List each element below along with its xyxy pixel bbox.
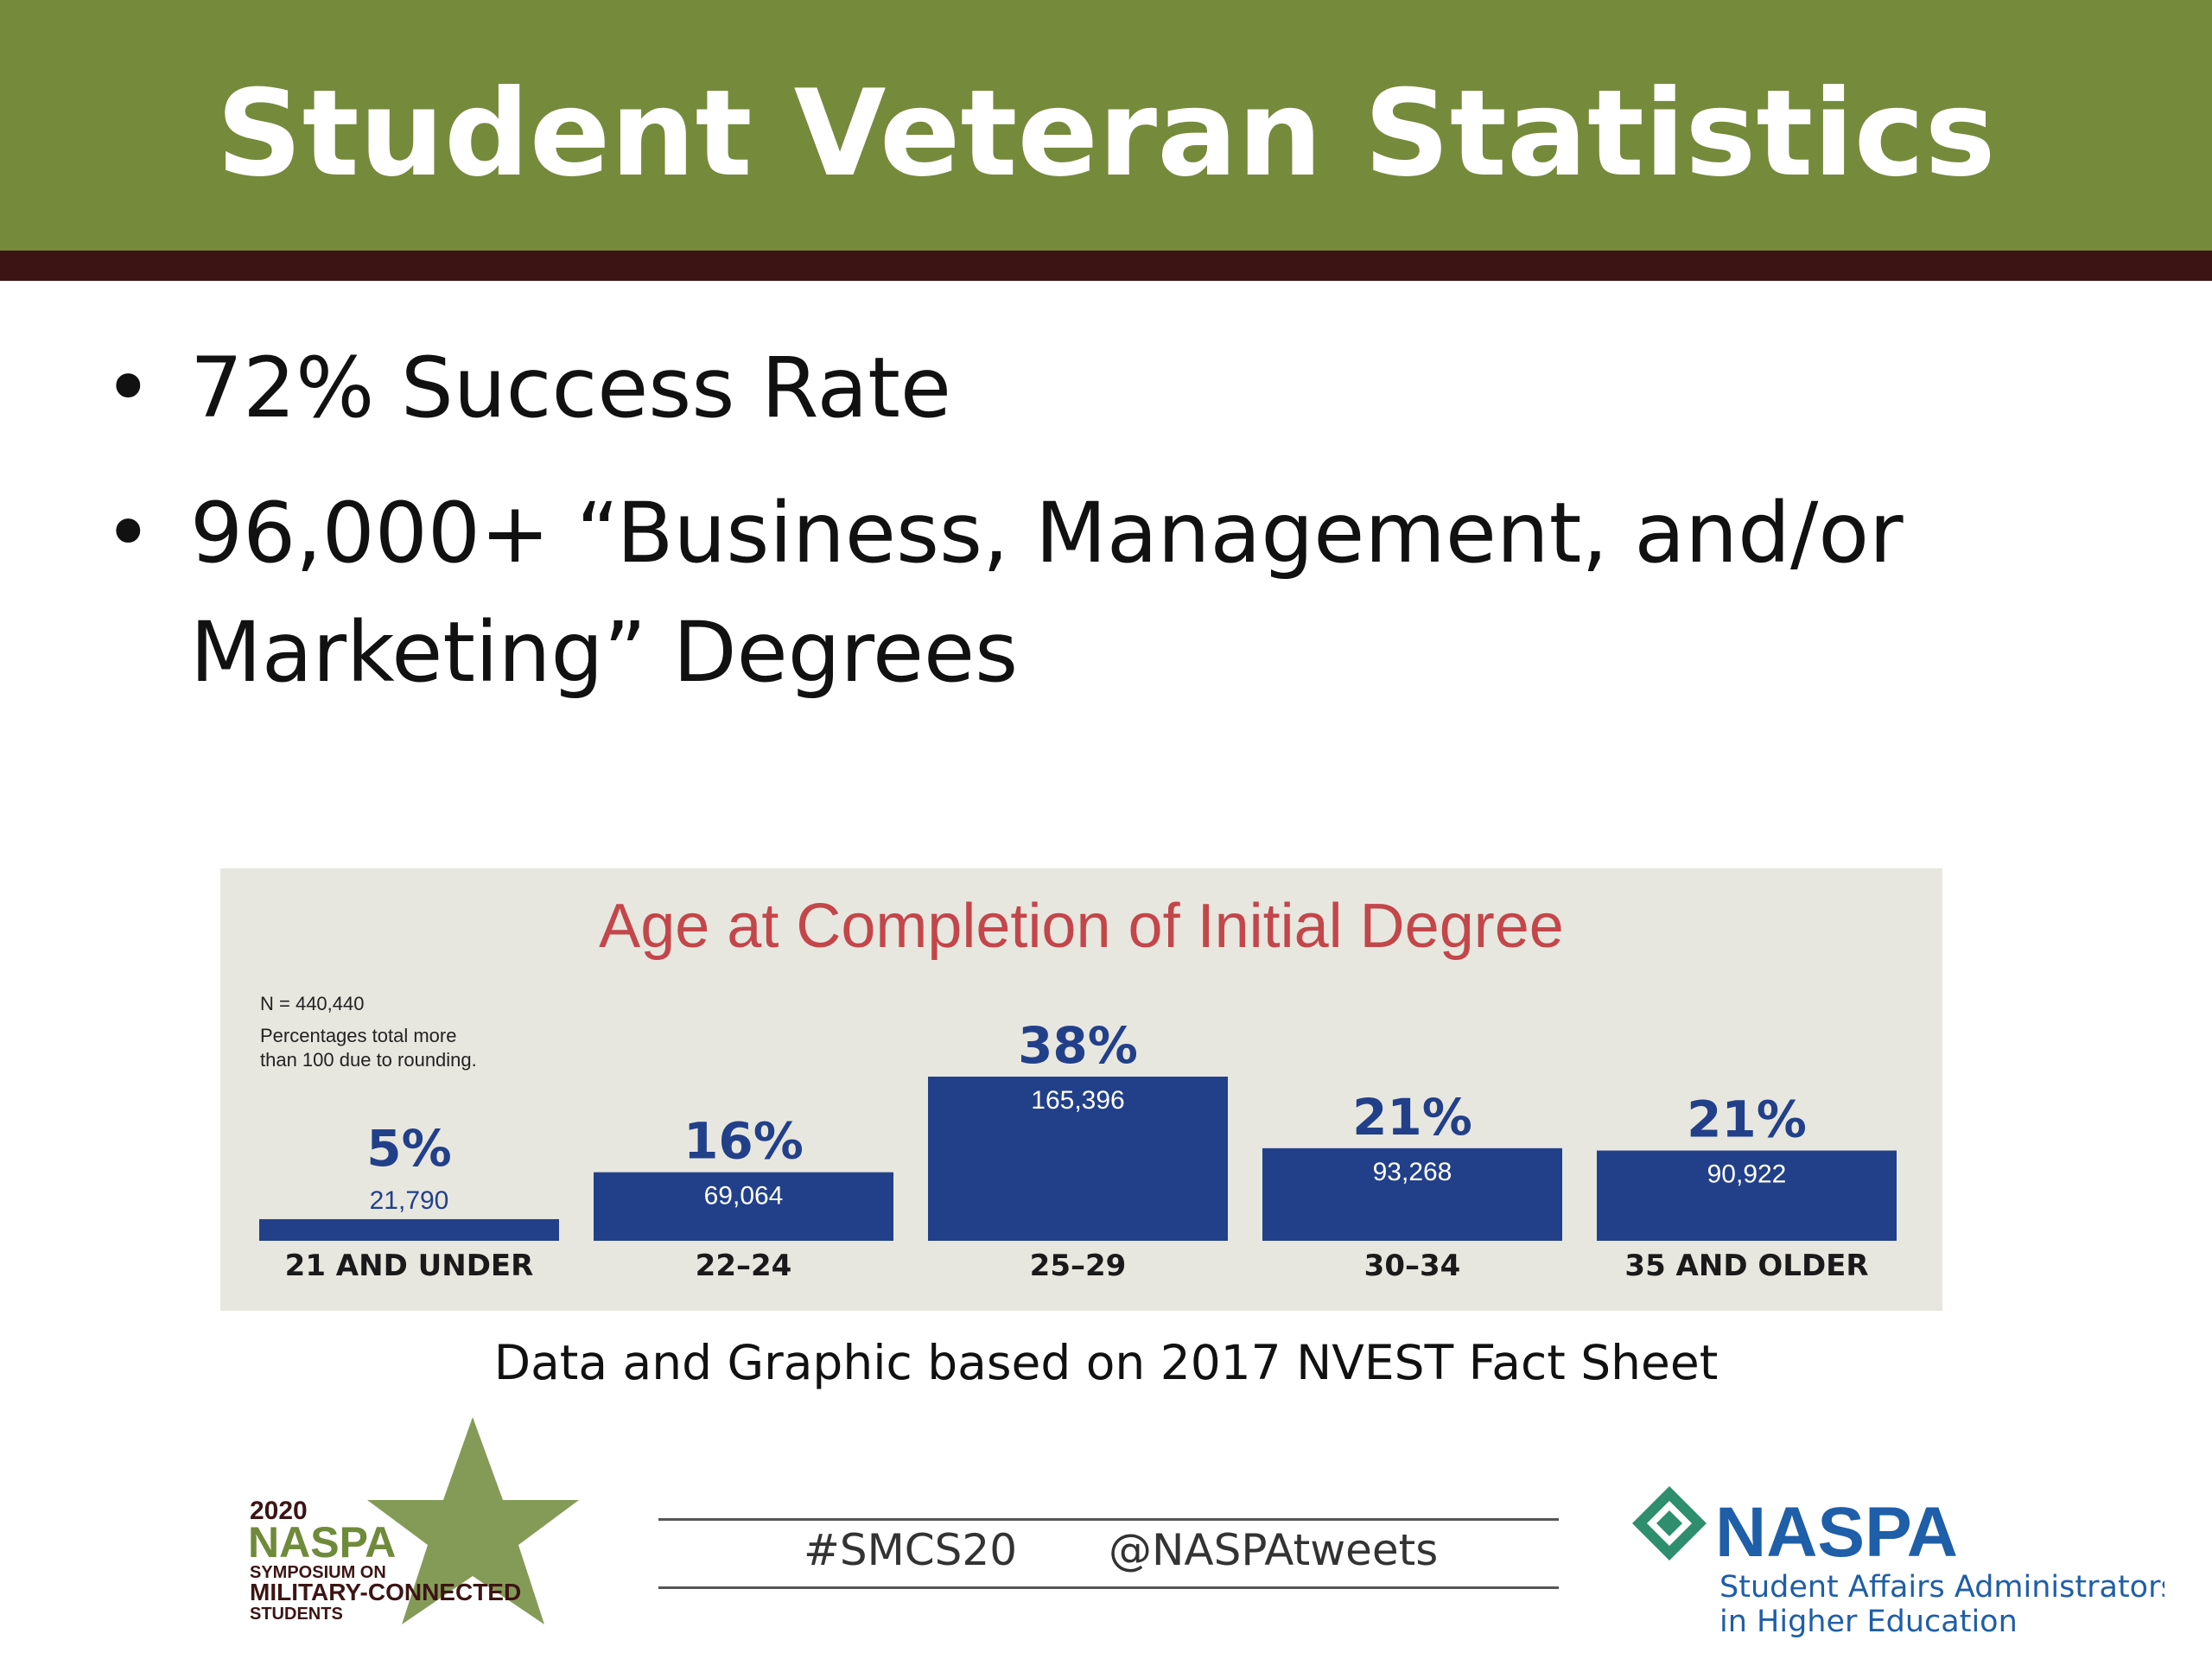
chart-caption: Data and Graphic based on 2017 NVEST Fac… xyxy=(493,1335,1719,1390)
bar xyxy=(928,1077,1228,1241)
footer-rule-bottom xyxy=(658,1586,1559,1589)
bullet-dot-icon: • xyxy=(104,485,153,582)
hashtag-text: #SMCS20 xyxy=(804,1525,1018,1575)
naspa-symposium-logo: 2020 NASPA SYMPOSIUM ON MILITARY-CONNECT… xyxy=(248,1417,579,1624)
category-label: 21 AND UNDER xyxy=(285,1249,534,1283)
category-label: 25–29 xyxy=(1030,1249,1127,1283)
category-label: 22–24 xyxy=(696,1249,792,1283)
chart-note-n: N = 440,440 xyxy=(260,993,365,1014)
header-stripe xyxy=(0,251,2212,281)
bar xyxy=(1597,1150,1897,1241)
category-label: 30–34 xyxy=(1364,1249,1461,1283)
naspa-diamond-icon xyxy=(1632,1486,1707,1560)
bar-count-label: 165,396 xyxy=(1031,1086,1124,1115)
bullet-text: 72% Success Rate xyxy=(190,340,951,436)
bar xyxy=(1262,1147,1562,1241)
bar-percent-label: 5% xyxy=(366,1119,451,1178)
logo-line2: MILITARY-CONNECTED xyxy=(250,1579,521,1605)
logo-naspa: NASPA xyxy=(248,1518,396,1567)
bullet-text: 96,000+ “Business, Management, and/or Ma… xyxy=(190,485,1904,701)
chart-note-line2: than 100 due to rounding. xyxy=(260,1049,477,1071)
footer-rule-top xyxy=(658,1518,1559,1521)
logo-line3: STUDENTS xyxy=(250,1605,343,1624)
bullet-list: • 72% Success Rate • 96,000+ “Business, … xyxy=(104,328,2091,738)
logo-line1: SYMPOSIUM ON xyxy=(250,1563,386,1582)
chart-note-line1: Percentages total more xyxy=(260,1025,457,1046)
naspa-logo: NASPA Student Affairs Administrators in … xyxy=(1632,1486,2164,1637)
naspa-tagline-2: in Higher Education xyxy=(1719,1605,2018,1637)
bar-count-label: 69,064 xyxy=(704,1182,784,1211)
bullet-dot-icon: • xyxy=(104,340,153,436)
bullet-item: • 96,000+ “Business, Management, and/or … xyxy=(104,474,2091,712)
chart-panel: Age at Completion of Initial Degree N = … xyxy=(220,868,1942,1311)
twitter-handle-text: @NASPAtweets xyxy=(1109,1525,1439,1575)
slide-title: Student Veteran Statistics xyxy=(216,64,1996,203)
chart-title: Age at Completion of Initial Degree xyxy=(599,892,1564,961)
bar xyxy=(259,1218,559,1241)
bar-percent-label: 21% xyxy=(1352,1088,1472,1147)
category-label: 35 AND OLDER xyxy=(1624,1249,1868,1283)
bar-percent-label: 21% xyxy=(1687,1090,1807,1149)
bar-count-label: 90,922 xyxy=(1707,1160,1787,1189)
star-icon xyxy=(367,1417,579,1624)
logo-year: 2020 xyxy=(250,1497,308,1525)
bar-count-label: 93,268 xyxy=(1373,1158,1452,1186)
bar xyxy=(594,1172,893,1241)
bullet-item: • 72% Success Rate xyxy=(104,328,2091,448)
naspa-wordmark: NASPA xyxy=(1715,1493,1958,1572)
naspa-tagline-1: Student Affairs Administrators xyxy=(1719,1570,2164,1605)
bar-percent-label: 38% xyxy=(1018,1016,1138,1075)
header-bar xyxy=(0,0,2212,251)
bar-count-label: 21,790 xyxy=(370,1186,449,1215)
bar-chart: 21,790 5% 21 AND UNDER 69,064 16% 22–24 165,39… xyxy=(259,1016,1897,1283)
bar-percent-label: 16% xyxy=(683,1112,804,1171)
